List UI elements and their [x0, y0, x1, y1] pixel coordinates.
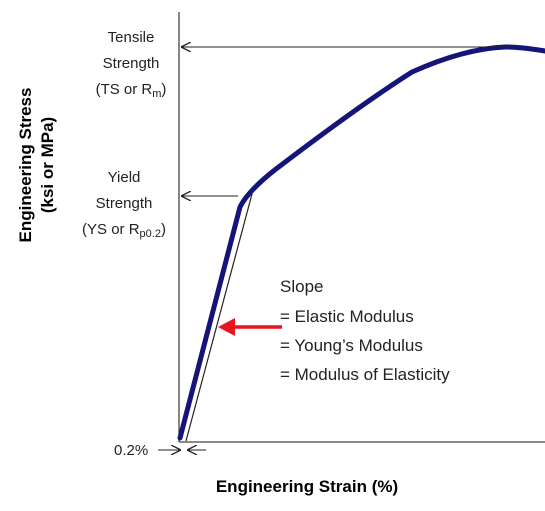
offset-line — [185, 193, 253, 442]
slope-line-youngs-modulus: = Young’s Modulus — [280, 336, 423, 355]
tensile-label-line3: (TS or Rm) — [96, 81, 167, 100]
y-axis-title-line2: (ksi or MPa) — [38, 117, 57, 213]
y-axis-title-line1: Engineering Stress — [16, 88, 35, 243]
offset-label: 0.2% — [114, 442, 148, 459]
tensile-label-line2: Strength — [103, 55, 160, 72]
slope-title: Slope — [280, 277, 323, 296]
yield-label-line2: Strength — [96, 195, 153, 212]
tensile-label-line1: Tensile — [108, 29, 155, 46]
x-axis-title: Engineering Strain (%) — [216, 477, 398, 496]
slope-line-modulus-of-elasticity: = Modulus of Elasticity — [280, 365, 450, 384]
yield-label-line1: Yield — [108, 169, 141, 186]
slope-arrow-head — [218, 318, 235, 336]
yield-label-line3: (YS or Rp0.2) — [82, 221, 166, 240]
stress-strain-curve — [177, 44, 545, 441]
slope-line-elastic-modulus: = Elastic Modulus — [280, 307, 414, 326]
